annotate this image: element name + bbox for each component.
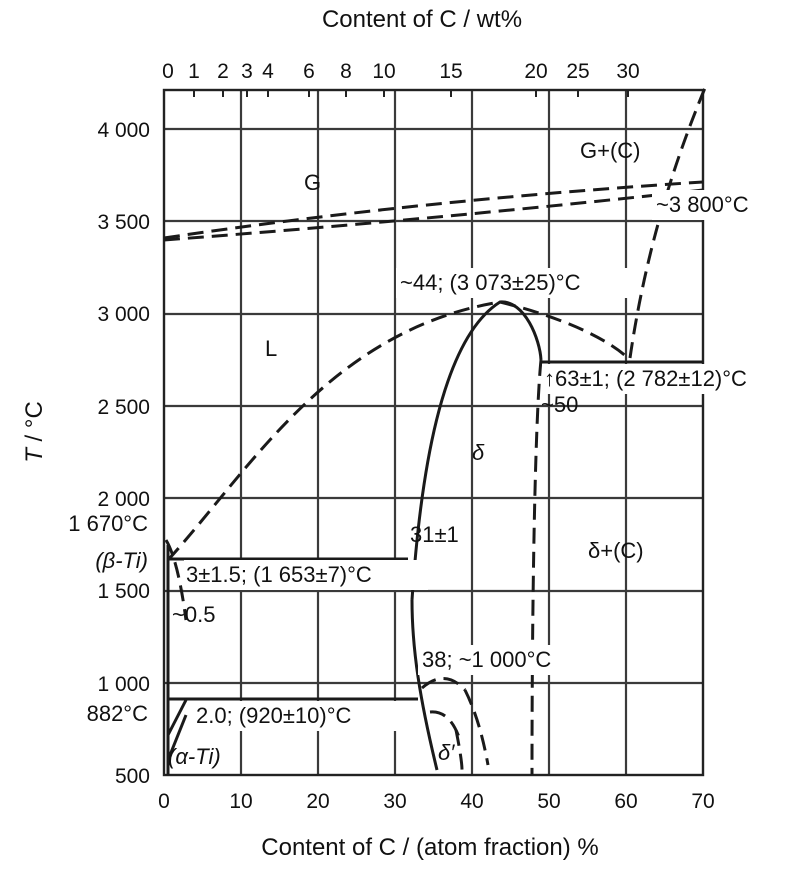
bottom-axis-title: Content of C / (atom fraction) % xyxy=(261,834,598,861)
delta-dome xyxy=(410,300,543,601)
y-tick-2000: 2 000 xyxy=(97,488,150,511)
top-tick-8: 8 xyxy=(340,60,352,83)
bottom-tick-30: 30 xyxy=(383,790,406,813)
bottom-tick-50: 50 xyxy=(537,790,560,813)
label-l-region: L xyxy=(265,336,277,361)
graphite-gas-boundary xyxy=(628,87,707,359)
delta-prime-dome xyxy=(429,710,462,741)
phase-boundaries xyxy=(163,87,707,776)
delta-left-boundary xyxy=(410,599,439,771)
alpha-ti-lower xyxy=(166,714,188,761)
y-tick-4000: 4 000 xyxy=(97,119,150,142)
label-1670c: 1 670°C xyxy=(68,511,148,536)
delta-right-boundary xyxy=(530,359,543,776)
gridlines xyxy=(164,90,703,775)
top-tick-6: 6 xyxy=(303,60,315,83)
y-tick-3500: 3 500 xyxy=(97,211,150,234)
y-tick-1000: 1 000 xyxy=(97,673,150,696)
top-axis-title: Content of C / wt% xyxy=(322,6,522,33)
label-882c: 882°C xyxy=(87,701,149,726)
liquidus-ti-side xyxy=(166,300,501,562)
y-tick-1500: 1 500 xyxy=(97,580,150,603)
top-tick-25: 25 xyxy=(566,60,589,83)
top-tick-3: 3 xyxy=(241,60,253,83)
top-tick-2: 2 xyxy=(217,60,229,83)
label-3800c: ~3 800°C xyxy=(656,192,749,217)
top-tick-30: 30 xyxy=(616,60,639,83)
label-plates xyxy=(184,190,802,731)
bottom-tick-60: 60 xyxy=(614,790,637,813)
top-tick-labels: 0 1 2 3 4 6 8 10 15 20 25 30 xyxy=(162,60,640,83)
label-order-1000c: 38; ~1 000°C xyxy=(422,647,551,672)
label-delta-prime: δ′ xyxy=(438,740,455,765)
label-half: ~0.5 xyxy=(172,602,215,627)
top-tick-10: 10 xyxy=(372,60,395,83)
label-g-c-region: G+(C) xyxy=(580,138,641,163)
label-delta-region: δ xyxy=(472,440,485,465)
label-g-region: G xyxy=(304,170,321,195)
label-peritectic: ↑63±1; (2 782±12)°C xyxy=(544,366,747,391)
top-tick-4: 4 xyxy=(262,60,274,83)
top-tick-15: 15 xyxy=(439,60,462,83)
bottom-tick-labels: 0 10 20 30 40 50 60 70 xyxy=(158,790,715,813)
label-delta-c-region: δ+(C) xyxy=(588,538,644,563)
label-beta-eutectic: 3±1.5; (1 653±7)°C xyxy=(186,562,372,587)
label-50: ~50 xyxy=(541,392,578,417)
top-tick-marks xyxy=(163,90,629,97)
label-congruent-max: ~44; (3 073±25)°C xyxy=(400,270,581,295)
alpha-ti-upper xyxy=(166,699,188,736)
bottom-tick-10: 10 xyxy=(229,790,252,813)
beta-solvus xyxy=(164,539,188,621)
delta-prime-right xyxy=(454,729,464,771)
bottom-tick-40: 40 xyxy=(460,790,483,813)
y-tick-labels: 500 1 000 1 500 2 000 2 500 3 000 3 500 … xyxy=(97,119,150,788)
y-axis-title-symbol: T xyxy=(21,446,48,463)
ordering-right xyxy=(463,689,490,766)
bottom-tick-20: 20 xyxy=(306,790,329,813)
ordering-dome xyxy=(421,677,467,692)
y-axis-title-unit: / °C xyxy=(21,401,48,448)
gas-boundary-lower xyxy=(163,188,704,242)
label-alpha-ti: (α-Ti) xyxy=(168,744,221,769)
label-beta-ti: (β-Ti) xyxy=(95,548,148,573)
bottom-tick-70: 70 xyxy=(691,790,714,813)
liquidus-c-side xyxy=(499,300,632,362)
y-axis-title: T / °C xyxy=(21,401,48,463)
bottom-tick-0: 0 xyxy=(158,790,170,813)
label-alpha-eutectoid: 2.0; (920±10)°C xyxy=(196,703,352,728)
gas-boundary-upper xyxy=(163,180,704,240)
top-tick-0: 0 xyxy=(162,60,174,83)
y-tick-500: 500 xyxy=(115,765,150,788)
top-tick-1: 1 xyxy=(188,60,200,83)
y-tick-2500: 2 500 xyxy=(97,396,150,419)
y-tick-3000: 3 000 xyxy=(97,303,150,326)
label-31: 31±1 xyxy=(410,522,459,547)
top-tick-20: 20 xyxy=(524,60,547,83)
plot-frame xyxy=(162,88,705,777)
